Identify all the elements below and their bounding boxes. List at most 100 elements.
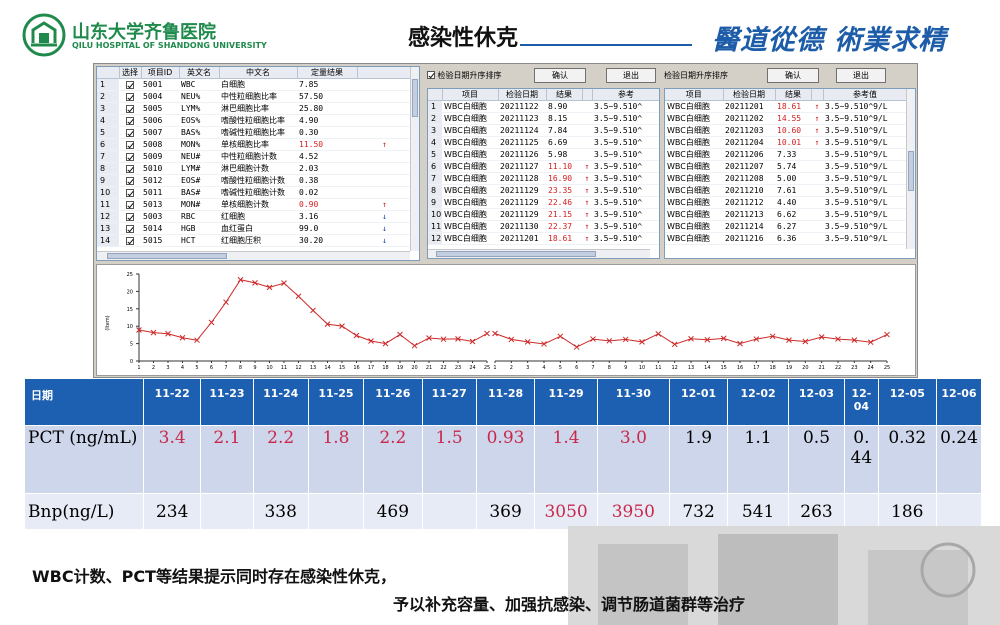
english-name: HCT [179,234,219,247]
data-point [867,339,874,346]
data-point [622,336,629,343]
checkbox-icon[interactable] [126,116,134,125]
x-tick-label: 18 [769,365,775,371]
select-cell [119,174,141,187]
vertical-scrollbar[interactable] [906,89,915,249]
x-tick-label: 7 [224,365,227,371]
item-id: 5003 [141,210,179,223]
x-tick-label: 6 [575,365,578,371]
item-name: WBC白细胞 [442,160,498,173]
checkbox-icon[interactable] [126,128,134,137]
x-tick-label: 18 [382,365,388,371]
flag-icon [357,102,412,115]
result-value: 23.35 [546,184,582,197]
result-value: 8.15 [546,112,582,125]
sort-checkbox[interactable]: 检验日期升序排序 [427,67,502,83]
item-name: WBC白细胞 [442,136,498,149]
flag-icon [811,148,823,161]
test-date: 20211125 [498,136,546,149]
data-point [884,331,890,338]
y-tick-label: 20 [127,289,133,295]
pct-cell: 0.93 [475,425,536,494]
table-row: 8 5010 LYM# 淋巴细胞计数 2.03 [97,162,412,175]
checkbox-icon[interactable] [126,92,134,101]
result-value: 4.52 [297,150,357,163]
reference-range: 3.5~9.510^9/L [823,112,907,125]
bnp-cell: 186 [877,493,938,530]
row-number: 4 [428,136,442,149]
checkbox-icon[interactable] [126,164,134,173]
data-point [426,335,432,341]
pct-label: PCT (ng/mL) [24,425,144,494]
checkbox-icon[interactable] [126,224,134,233]
checkbox-icon[interactable] [126,140,134,149]
reference-range: 3.5~9.510^ [592,232,659,245]
sort-label-2: 检验日期升序排序 [664,70,728,80]
exit-button-2[interactable]: 退出 [836,68,886,83]
confirm-button[interactable]: 确认 [534,68,586,83]
flag-icon: ↓ [357,234,412,247]
select-cell [119,78,141,91]
table-row: WBC白细胞 20211210 7.61 3.5~9.510^9/L [665,184,907,197]
row-number: 2 [428,112,442,125]
data-point [150,329,157,336]
table-row: 11 WBC白细胞 20211130 22.37 ↑ 3.5~9.510^ [428,220,659,233]
item-id: 5009 [141,150,179,163]
flag-icon [357,150,412,163]
checkbox-icon[interactable] [126,176,134,185]
item-name: WBC白细胞 [665,196,723,209]
data-point [704,336,711,343]
data-point [835,336,841,342]
result-value: 11.50 [297,138,357,151]
x-tick-label: 14 [324,365,330,371]
date-cell: 11-28 [475,378,536,426]
checkbox-icon[interactable] [126,212,134,221]
item-name: WBC白细胞 [665,160,723,173]
date-cell: 12-05 [877,378,938,426]
select-cell [119,162,141,175]
table-row: 9 5012 EOS# 嗜酸性粒细胞计数 0.38 [97,174,412,187]
flag-icon: ↑ [582,184,592,197]
checkbox-icon[interactable] [126,188,134,197]
column-header [428,89,443,101]
chinese-name: 嗜碱性粒细胞比率 [219,126,297,139]
x-tick-label: 13 [310,365,316,371]
vertical-scrollbar[interactable] [410,67,419,251]
x-tick-label: 25 [484,365,490,371]
data-point [295,293,302,300]
table-row: 10 5011 BAS# 嗜碱性粒细胞计数 0.02 [97,186,412,199]
chinese-name: 中性粒细胞比率 [219,90,297,103]
exit-button[interactable]: 退出 [606,68,656,83]
reference-range: 3.5~9.510^ [592,100,659,113]
english-name: HGB [179,222,219,235]
item-id: 5012 [141,174,179,187]
chinese-name: 单核细胞计数 [219,198,297,211]
confirm-button-2[interactable]: 确认 [767,68,819,83]
wbc-history-table-1: 项目 检验日期 结果 参考 1 WBC白细胞 20211122 8.90 3.5~9.510^… [428,89,659,245]
checkbox-icon[interactable] [126,152,134,161]
data-point [737,340,743,347]
horizontal-scrollbar[interactable] [97,251,410,260]
result-value: 22.46 [546,196,582,209]
bnp-cell [307,493,365,530]
result-value: 99.0 [297,222,357,235]
test-date: 20211128 [498,172,546,185]
table-row: 3 WBC白细胞 20211124 7.84 3.5~9.510^ [428,124,659,137]
checkbox-icon[interactable] [126,236,134,245]
sort-label: 检验日期升序排序 [437,70,502,80]
data-point [440,336,447,343]
chinese-name: 嗜酸性粒细胞比率 [219,114,297,127]
checkbox-icon[interactable] [126,104,134,113]
result-value: 0.30 [297,126,357,139]
checkbox-icon[interactable] [126,80,134,89]
checkbox-icon[interactable] [126,200,134,209]
english-name: RBC [179,210,219,223]
chinese-name: 红细胞 [219,210,297,223]
data-point [557,333,564,340]
date-cell: 11-24 [252,378,309,426]
checkbox-icon[interactable] [427,71,435,79]
row-number: 6 [428,160,442,173]
horizontal-scrollbar[interactable] [428,249,650,258]
bnp-cell [936,493,982,530]
test-date: 20211129 [498,196,546,209]
